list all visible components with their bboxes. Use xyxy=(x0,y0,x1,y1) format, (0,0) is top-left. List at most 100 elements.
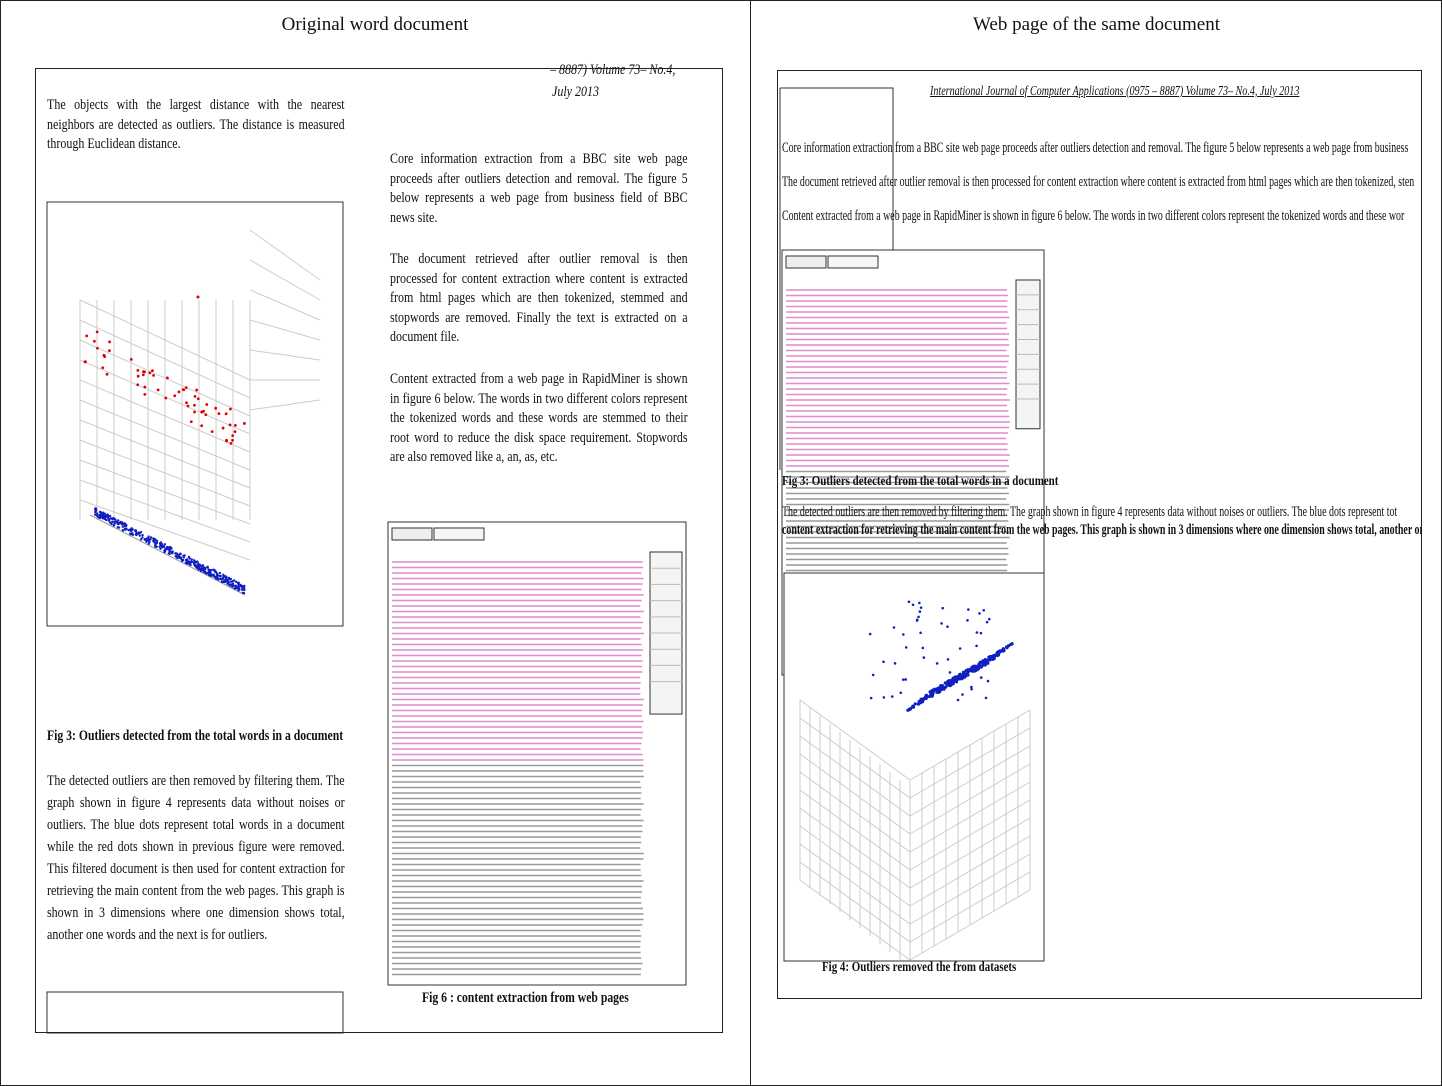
scatter-dot xyxy=(924,693,929,697)
scatter-dot xyxy=(163,550,166,554)
scatter-dot xyxy=(941,606,945,610)
scatter-dot xyxy=(142,370,145,374)
grid-line xyxy=(909,799,1031,871)
scatter-dot xyxy=(164,396,168,400)
scatter-dot xyxy=(868,632,872,636)
scatter-dot xyxy=(904,678,907,681)
scatter-dot xyxy=(233,430,237,434)
scatter-dot xyxy=(152,538,155,542)
scatter-dot xyxy=(139,530,143,534)
text-clip: Core information extraction from a BBC s… xyxy=(782,140,1422,240)
scatter-dot xyxy=(928,690,933,694)
scatter-dot xyxy=(101,366,105,370)
scatter-dot xyxy=(108,349,111,353)
scatter-dot xyxy=(970,665,974,669)
scatter-dot xyxy=(187,560,190,564)
scatter-dot xyxy=(200,564,204,568)
scatter-dot xyxy=(207,568,211,571)
scatter-dot xyxy=(202,568,205,572)
scatter-dot xyxy=(134,529,138,532)
scatter-dot xyxy=(229,580,233,583)
scatter-dot xyxy=(233,424,237,427)
scatter-dot xyxy=(147,535,150,538)
grid-line xyxy=(799,879,911,961)
scatter-dot xyxy=(907,600,911,604)
scatter-dot xyxy=(170,551,174,555)
scatter-dot xyxy=(947,678,952,683)
grid-line xyxy=(799,753,911,835)
text-line: content extraction for retrieving the ma… xyxy=(782,522,1422,538)
scatter-dot xyxy=(226,580,230,583)
grid-line xyxy=(249,229,321,281)
scatter-dot xyxy=(946,658,950,661)
grid-line xyxy=(249,399,321,411)
scatter-dot xyxy=(169,546,173,549)
scatter-dot xyxy=(163,543,167,546)
scatter-dot xyxy=(92,339,96,343)
scatter-dot xyxy=(148,371,152,375)
scatter-dot xyxy=(237,587,241,590)
scatter-dot xyxy=(103,512,107,516)
scatter-dot xyxy=(184,386,188,390)
scatter-dot xyxy=(202,409,205,413)
scatter-dot xyxy=(975,644,978,648)
scatter-dot xyxy=(117,519,120,522)
scatter-dot xyxy=(129,533,133,536)
scatter-dot xyxy=(205,403,209,406)
scatter-dot xyxy=(106,513,109,517)
text-line: The detected outliers are then removed b… xyxy=(782,504,1398,520)
scatter-dot xyxy=(216,577,220,580)
scatter-dot xyxy=(918,601,921,605)
scatter-dot xyxy=(224,412,228,416)
scatter-dot xyxy=(185,401,188,405)
scatter-dot xyxy=(84,360,87,364)
tab xyxy=(391,527,433,541)
scatter-dot xyxy=(136,383,140,387)
heading: Web page of the same document xyxy=(973,14,1220,35)
scatter-dot xyxy=(156,388,160,392)
scatter-dot xyxy=(979,676,983,679)
scatter-dot xyxy=(141,373,145,377)
header-date: July 2013 xyxy=(552,84,599,100)
scatter-dot xyxy=(935,662,939,665)
scatter-dot xyxy=(212,568,215,571)
scatter-dot xyxy=(196,397,200,401)
grid-line xyxy=(909,817,1031,889)
scatter-dot xyxy=(127,528,130,532)
scatter-dot xyxy=(966,668,970,672)
grid-line xyxy=(799,771,911,853)
scatter-dot xyxy=(956,698,960,702)
scatter-dot xyxy=(944,685,948,689)
scatter-dot xyxy=(899,691,903,695)
scatter-dot xyxy=(961,693,964,696)
scatter-dot xyxy=(919,697,923,702)
grid-line xyxy=(799,789,911,871)
scatter-dot xyxy=(95,512,99,515)
text-line: Content extracted from a web page in Rap… xyxy=(782,208,1405,224)
scatter-dot xyxy=(136,374,140,378)
scatter-dot xyxy=(917,615,920,619)
paragraph: Content extracted from a web page in Rap… xyxy=(390,371,688,465)
scatter-dot xyxy=(981,659,985,663)
scatter-dot xyxy=(164,547,168,551)
scatter-dot xyxy=(869,696,873,700)
scatter-dot xyxy=(911,603,915,607)
grid-line xyxy=(799,807,911,889)
scatter-dot xyxy=(242,422,246,425)
scatter-dot xyxy=(160,546,164,549)
plot-frame xyxy=(783,572,1045,962)
scatter-dot xyxy=(197,568,200,571)
scatter-dot xyxy=(139,538,143,541)
scatter-dot xyxy=(970,687,973,691)
scatter-dot xyxy=(135,533,138,537)
scatter-dot xyxy=(928,694,932,698)
scatter-dot xyxy=(979,631,983,635)
scatter-dot xyxy=(954,675,958,679)
scatter-dot xyxy=(931,688,935,692)
scatter-dot xyxy=(95,330,99,334)
header-clip: – 8887) Volume 73– No.4, xyxy=(520,60,720,80)
scatter-dot xyxy=(919,631,922,635)
scatter-dot xyxy=(94,513,97,517)
scatter-dot xyxy=(178,552,182,556)
